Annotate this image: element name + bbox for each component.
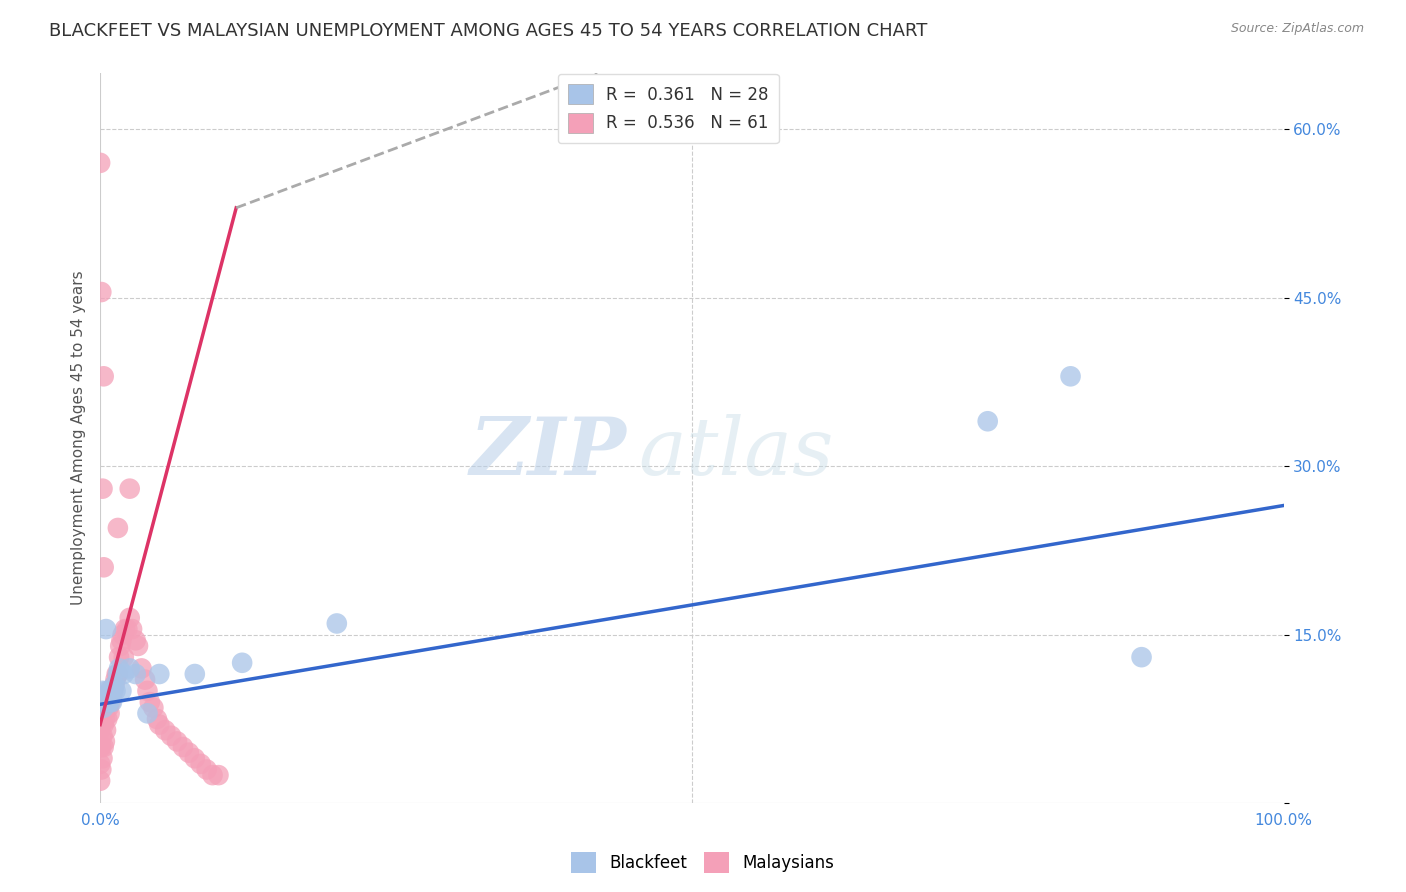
Point — [148, 667, 170, 681]
Point — [98, 695, 121, 709]
Point — [90, 717, 112, 731]
Point — [94, 690, 117, 704]
Point — [142, 700, 165, 714]
Point — [136, 706, 159, 721]
Point — [118, 611, 141, 625]
Point — [96, 712, 118, 726]
Point — [114, 622, 136, 636]
Point — [89, 156, 111, 170]
Point — [94, 723, 117, 738]
Point — [136, 684, 159, 698]
Point — [127, 639, 149, 653]
Point — [100, 684, 122, 698]
Point — [94, 695, 117, 709]
Point — [101, 690, 124, 704]
Point — [139, 695, 162, 709]
Point — [94, 622, 117, 636]
Point — [111, 628, 134, 642]
Point — [90, 695, 112, 709]
Point — [166, 734, 188, 748]
Point — [94, 734, 117, 748]
Point — [101, 684, 124, 698]
Text: Source: ZipAtlas.com: Source: ZipAtlas.com — [1230, 22, 1364, 36]
Point — [108, 650, 131, 665]
Text: atlas: atlas — [638, 414, 834, 491]
Point — [121, 622, 143, 636]
Legend: R =  0.361   N = 28, R =  0.536   N = 61: R = 0.361 N = 28, R = 0.536 N = 61 — [558, 74, 779, 143]
Point — [93, 739, 115, 754]
Legend: Blackfeet, Malaysians: Blackfeet, Malaysians — [565, 846, 841, 880]
Point — [177, 746, 200, 760]
Point — [103, 678, 125, 692]
Point — [184, 751, 207, 765]
Point — [91, 751, 114, 765]
Point — [107, 667, 129, 681]
Point — [118, 482, 141, 496]
Point — [326, 616, 349, 631]
Point — [110, 633, 132, 648]
Point — [104, 684, 127, 698]
Point — [91, 482, 114, 496]
Point — [131, 661, 153, 675]
Point — [124, 633, 146, 648]
Point — [97, 700, 120, 714]
Point — [103, 678, 125, 692]
Point — [89, 756, 111, 771]
Point — [134, 673, 156, 687]
Point — [195, 763, 218, 777]
Point — [101, 684, 124, 698]
Point — [90, 763, 112, 777]
Point — [112, 650, 135, 665]
Point — [148, 717, 170, 731]
Point — [98, 684, 121, 698]
Point — [107, 521, 129, 535]
Point — [1130, 650, 1153, 665]
Point — [93, 717, 115, 731]
Point — [231, 656, 253, 670]
Point — [97, 695, 120, 709]
Point — [90, 739, 112, 754]
Point — [155, 723, 177, 738]
Point — [94, 712, 117, 726]
Point — [108, 661, 131, 675]
Point — [117, 622, 139, 636]
Point — [98, 706, 121, 721]
Point — [107, 667, 129, 681]
Point — [118, 661, 141, 675]
Point — [172, 739, 194, 754]
Point — [93, 560, 115, 574]
Point — [91, 684, 114, 698]
Point — [110, 684, 132, 698]
Point — [110, 639, 132, 653]
Point — [105, 667, 128, 681]
Point — [96, 684, 118, 698]
Point — [201, 768, 224, 782]
Point — [190, 756, 212, 771]
Y-axis label: Unemployment Among Ages 45 to 54 years: Unemployment Among Ages 45 to 54 years — [72, 271, 86, 606]
Point — [101, 695, 124, 709]
Point — [1059, 369, 1081, 384]
Point — [89, 773, 111, 788]
Point — [93, 369, 115, 384]
Point — [89, 739, 111, 754]
Point — [207, 768, 229, 782]
Text: BLACKFEET VS MALAYSIAN UNEMPLOYMENT AMONG AGES 45 TO 54 YEARS CORRELATION CHART: BLACKFEET VS MALAYSIAN UNEMPLOYMENT AMON… — [49, 22, 928, 40]
Point — [91, 729, 114, 743]
Point — [146, 712, 169, 726]
Point — [90, 285, 112, 299]
Point — [93, 700, 115, 714]
Point — [89, 723, 111, 738]
Point — [100, 695, 122, 709]
Point — [124, 667, 146, 681]
Point — [184, 667, 207, 681]
Point — [104, 673, 127, 687]
Text: ZIP: ZIP — [470, 414, 627, 491]
Point — [976, 414, 998, 428]
Point — [94, 700, 117, 714]
Point — [160, 729, 183, 743]
Point — [112, 667, 135, 681]
